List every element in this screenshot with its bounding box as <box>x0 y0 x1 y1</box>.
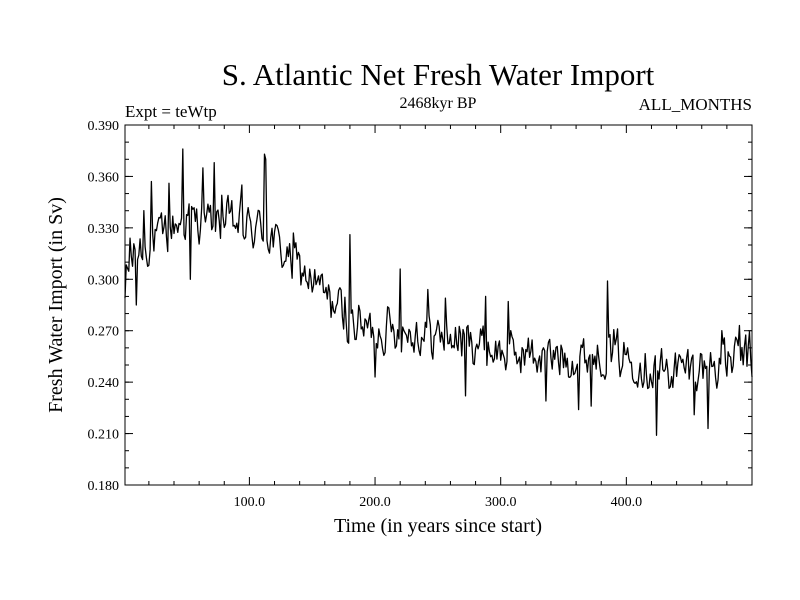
y-tick-label: 0.270 <box>88 325 120 340</box>
y-axis-label: Fresh Water Import (in Sv) <box>45 197 67 413</box>
x-tick-label: 300.0 <box>485 495 517 510</box>
y-axis: 0.180 0.210 0.240 0.270 0.300 0.330 0.360 0.390 <box>88 119 752 494</box>
chart-subtitle: 2468kyr BP <box>400 95 477 112</box>
y-tick-label: 0.180 <box>88 479 120 494</box>
plot-frame <box>124 124 753 486</box>
x-tick-label: 400.0 <box>611 495 643 510</box>
x-axis: 100.0 200.0 300.0 400.0 <box>148 125 728 510</box>
y-tick-label: 0.330 <box>88 222 120 237</box>
period-label: ALL_MONTHS <box>639 95 752 114</box>
experiment-label: Expt = teWtp <box>125 102 217 121</box>
chart-title: S. Atlantic Net Fresh Water Import <box>222 57 655 92</box>
x-tick-label: 100.0 <box>234 495 266 510</box>
y-tick-label: 0.210 <box>88 428 120 443</box>
y-tick-label: 0.240 <box>88 376 120 391</box>
series-line-fresh-water-import <box>124 148 753 436</box>
x-tick-label: 200.0 <box>359 495 391 510</box>
y-tick-label: 0.360 <box>88 170 120 185</box>
y-tick-label: 0.300 <box>88 273 120 288</box>
x-axis-label: Time (in years since start) <box>334 515 542 537</box>
y-tick-label: 0.390 <box>88 119 120 134</box>
